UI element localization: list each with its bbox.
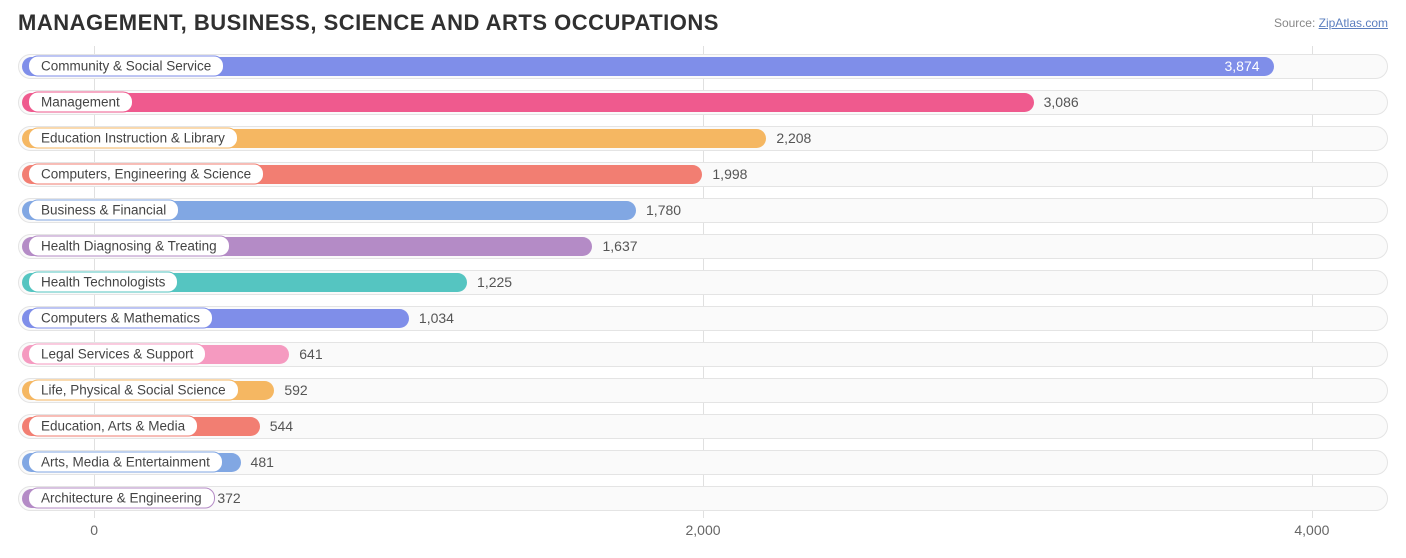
x-tick-label: 4,000 — [1294, 522, 1329, 538]
x-tick-label: 2,000 — [685, 522, 720, 538]
bar-row: Community & Social Service 3,874 — [18, 52, 1388, 81]
category-pill: Architecture & Engineering — [28, 488, 215, 509]
category-pill: Legal Services & Support — [28, 344, 206, 365]
category-pill: Computers, Engineering & Science — [28, 164, 264, 185]
bar-row: Education, Arts & Media 544 — [18, 412, 1388, 441]
bar-row: Legal Services & Support 641 — [18, 340, 1388, 369]
value-label: 2,208 — [776, 130, 811, 146]
category-pill: Management — [28, 92, 133, 113]
category-pill: Community & Social Service — [28, 56, 224, 77]
category-pill: Health Technologists — [28, 272, 178, 293]
source-attribution: Source: ZipAtlas.com — [1274, 16, 1388, 30]
plot-region: Community & Social Service 3,874 Managemen… — [18, 46, 1388, 518]
value-label: 544 — [270, 418, 293, 434]
value-label: 372 — [217, 490, 240, 506]
value-label: 3,874 — [1224, 58, 1259, 74]
bar — [22, 93, 1034, 112]
bar-row: Computers, Engineering & Science 1,998 — [18, 160, 1388, 189]
x-axis: 0 2,000 4,000 — [18, 518, 1388, 546]
chart-header: MANAGEMENT, BUSINESS, SCIENCE AND ARTS O… — [0, 0, 1406, 40]
bar-row: Computers & Mathematics 1,034 — [18, 304, 1388, 333]
value-label: 1,637 — [602, 238, 637, 254]
value-label: 481 — [251, 454, 274, 470]
bar-rows: Community & Social Service 3,874 Managemen… — [18, 48, 1388, 516]
bar-row: Health Diagnosing & Treating 1,637 — [18, 232, 1388, 261]
category-pill: Education Instruction & Library — [28, 128, 238, 149]
category-pill: Health Diagnosing & Treating — [28, 236, 230, 257]
category-pill: Business & Financial — [28, 200, 179, 221]
x-tick-label: 0 — [90, 522, 98, 538]
category-pill: Life, Physical & Social Science — [28, 380, 239, 401]
value-label: 641 — [299, 346, 322, 362]
bar-row: Life, Physical & Social Science 592 — [18, 376, 1388, 405]
value-label: 1,780 — [646, 202, 681, 218]
category-pill: Education, Arts & Media — [28, 416, 198, 437]
bar-row: Management 3,086 — [18, 88, 1388, 117]
chart-area: Community & Social Service 3,874 Managemen… — [18, 46, 1388, 546]
category-pill: Arts, Media & Entertainment — [28, 452, 223, 473]
bar-row: Arts, Media & Entertainment 481 — [18, 448, 1388, 477]
category-pill: Computers & Mathematics — [28, 308, 213, 329]
value-label: 3,086 — [1044, 94, 1079, 110]
bar-row: Education Instruction & Library 2,208 — [18, 124, 1388, 153]
value-label: 592 — [284, 382, 307, 398]
value-label: 1,225 — [477, 274, 512, 290]
source-link[interactable]: ZipAtlas.com — [1319, 16, 1388, 30]
value-label: 1,034 — [419, 310, 454, 326]
bar-row: Architecture & Engineering372 — [18, 484, 1388, 513]
source-prefix: Source: — [1274, 16, 1319, 30]
bar-row: Health Technologists 1,225 — [18, 268, 1388, 297]
bar-row: Business & Financial 1,780 — [18, 196, 1388, 225]
chart-title: MANAGEMENT, BUSINESS, SCIENCE AND ARTS O… — [18, 10, 719, 36]
value-label: 1,998 — [712, 166, 747, 182]
